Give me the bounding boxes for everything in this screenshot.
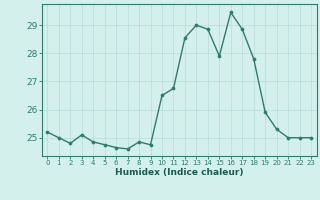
X-axis label: Humidex (Indice chaleur): Humidex (Indice chaleur)	[115, 168, 244, 177]
